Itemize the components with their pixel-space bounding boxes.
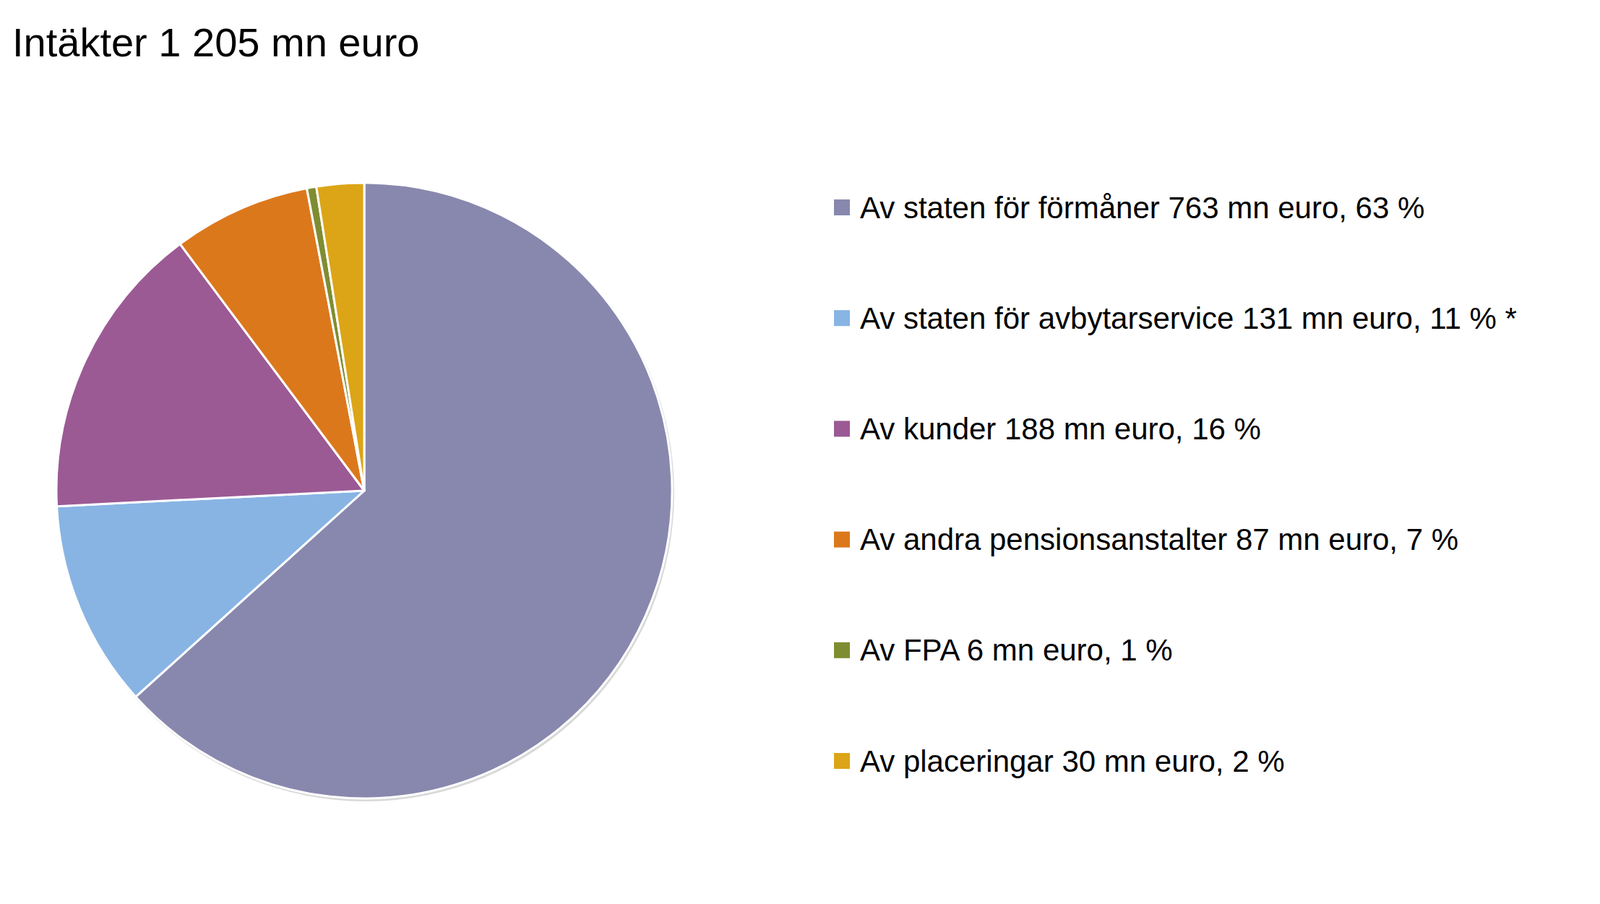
pie-slice — [316, 182, 365, 491]
legend-label: Av kunder 188 mn euro, 16 % — [859, 411, 1262, 446]
legend-swatch — [833, 642, 850, 659]
legend-swatch — [833, 199, 850, 216]
legend-label: Av placeringar 30 mn euro, 2 % — [859, 744, 1285, 779]
pie — [56, 182, 675, 802]
legend-swatch — [833, 531, 850, 548]
pie-slice — [57, 490, 365, 697]
legend-label: Av staten för förmåner 763 mn euro, 63 % — [859, 190, 1425, 225]
legend-label: Av FPA 6 mn euro, 1 % — [859, 633, 1173, 668]
legend-label: Av staten för avbytarservice 131 mn euro… — [859, 301, 1517, 336]
legend-swatch — [833, 420, 850, 437]
chart: Intäkter 1 205 mn euro Av staten för förm… — [0, 0, 1600, 904]
legend-swatch — [833, 753, 850, 769]
legend-label: Av andra pensionsanstalter 87 mn euro, 7… — [859, 522, 1459, 557]
title: Intäkter 1 205 mn euro — [12, 19, 420, 66]
legend-swatch — [833, 310, 850, 326]
legend: Av staten för förmåner 763 mn euro, 63 %… — [833, 190, 1517, 779]
